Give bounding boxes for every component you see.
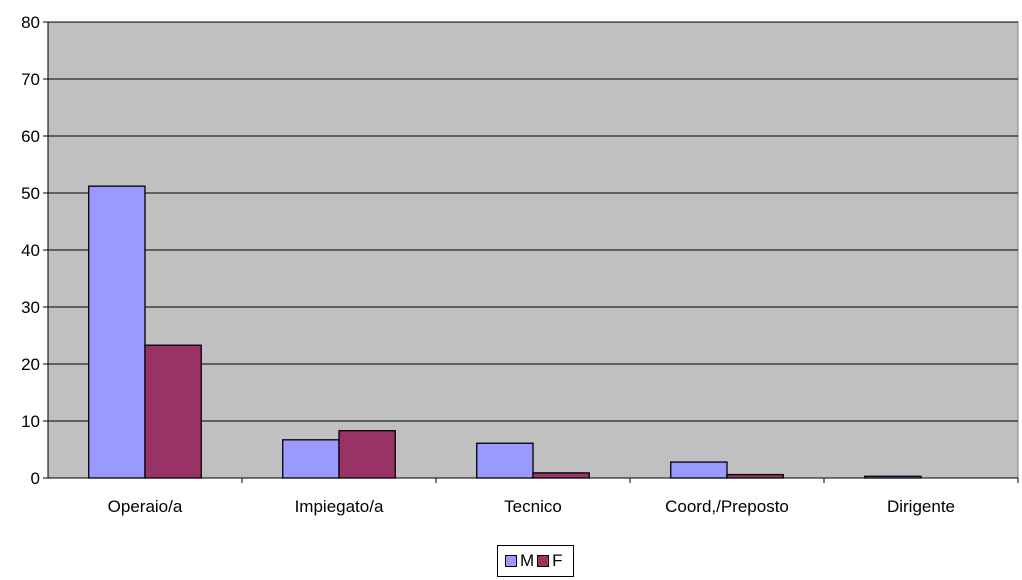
x-tick-label: Impiegato/a (295, 497, 384, 516)
bar-f-3 (726, 473, 784, 479)
bar-f-2 (532, 472, 590, 479)
y-tick-label: 40 (21, 241, 40, 260)
bar-m-3 (670, 461, 728, 479)
legend-swatch (537, 555, 550, 567)
legend-label: M (520, 551, 535, 570)
gridlines (48, 21, 1018, 422)
bar-m-0 (88, 185, 146, 479)
bar-chart: 0 10 20 30 40 50 60 70 80 Operaio/a Impiegato/a Te… (21, 13, 1019, 516)
y-tick-label: 50 (21, 184, 40, 203)
legend-swatch (505, 555, 517, 567)
y-tick-label: 70 (21, 70, 40, 89)
bar-m-2 (476, 442, 534, 479)
bar-m-1 (282, 439, 340, 479)
x-tick-label: Tecnico (504, 497, 562, 516)
x-tick-label: Dirigente (887, 497, 955, 516)
x-tick-label: Coord,/Preposto (665, 497, 789, 516)
bar-f-0 (144, 344, 202, 479)
y-tick-labels: 0 10 20 30 40 50 60 70 80 (21, 13, 40, 488)
legend-label: F (552, 551, 563, 570)
x-tick-label: Operaio/a (108, 497, 183, 516)
legend-item-f: F (537, 551, 563, 571)
legend-item-m: M (505, 551, 534, 571)
y-tick-label: 0 (31, 469, 40, 488)
y-tick-label: 80 (21, 13, 40, 32)
y-tick-label: 10 (21, 412, 40, 431)
y-tick-label: 20 (21, 355, 40, 374)
y-tick-label: 60 (21, 127, 40, 146)
y-tick-label: 30 (21, 298, 40, 317)
bars (88, 185, 922, 479)
axes (43, 21, 1019, 483)
x-tick-labels: Operaio/a Impiegato/a Tecnico Coord,/Prepos… (108, 497, 955, 516)
bar-f-1 (338, 430, 396, 479)
